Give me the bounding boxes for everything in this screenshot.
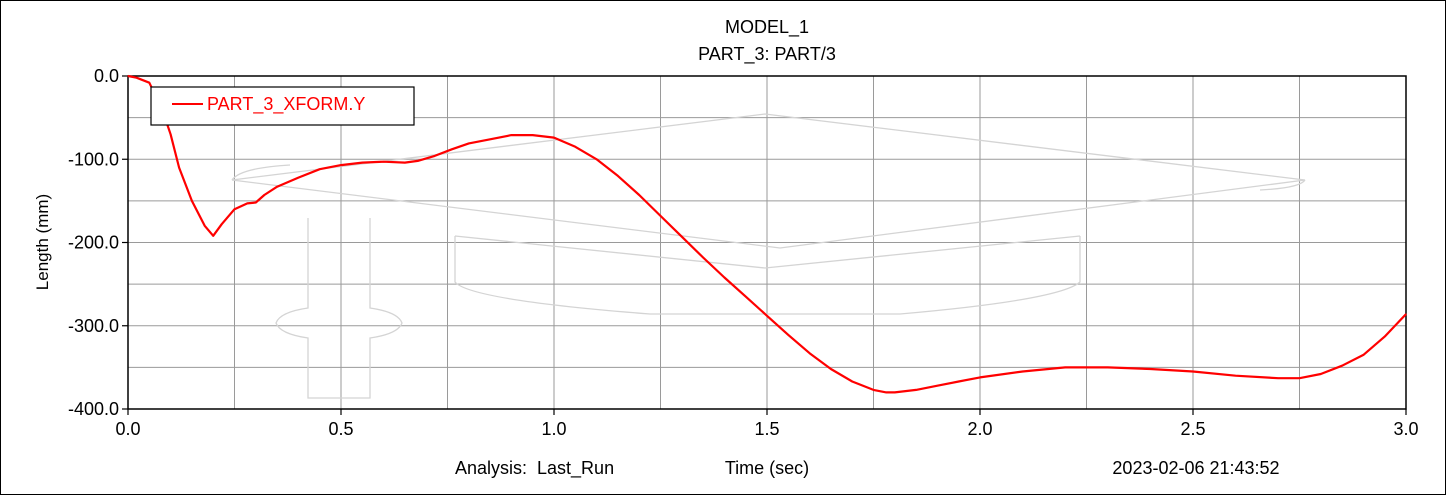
data-point	[638, 194, 640, 196]
data-point	[451, 148, 453, 150]
data-point	[276, 186, 278, 188]
data-point	[681, 236, 683, 238]
chart-title: MODEL_1	[725, 17, 809, 38]
data-point	[1320, 373, 1322, 375]
data-point	[532, 134, 534, 136]
data-point	[1149, 368, 1151, 370]
data-point	[127, 75, 129, 77]
x-tick-label: 2.0	[967, 419, 992, 439]
data-point	[1384, 335, 1386, 338]
data-point	[851, 380, 853, 383]
data-point	[255, 201, 257, 204]
x-tick-label: 2.5	[1180, 419, 1205, 439]
data-point	[178, 166, 180, 169]
data-point	[723, 276, 726, 279]
data-point	[1192, 370, 1194, 373]
data-point	[1064, 366, 1066, 368]
data-point	[915, 389, 917, 391]
data-point	[1405, 313, 1407, 315]
data-point	[361, 161, 363, 164]
data-point	[553, 137, 555, 139]
data-point	[702, 256, 704, 259]
data-point	[170, 133, 172, 135]
data-point	[510, 134, 512, 136]
data-point	[468, 142, 470, 145]
data-point	[221, 223, 223, 225]
part-watermark	[231, 113, 1306, 399]
data-point	[830, 368, 832, 370]
data-point	[191, 200, 193, 202]
data-point	[894, 391, 896, 393]
x-tick-label: 0.0	[115, 419, 140, 439]
y-tick-label: -300.0	[68, 316, 119, 336]
data-point	[1022, 370, 1024, 373]
data-point	[596, 158, 598, 160]
data-point	[383, 161, 385, 163]
data-point	[340, 164, 342, 166]
data-point	[489, 138, 491, 140]
data-point	[936, 385, 939, 387]
data-point	[135, 77, 138, 79]
axes: 0.0 0.5 1.0 1.5 2.0 2.5 3.0 0.0 -100.0 -200.0 -300…	[68, 66, 1419, 439]
y-tick-label: 0.0	[94, 66, 119, 86]
data-point	[148, 82, 150, 84]
analysis-label: Analysis: Last_Run	[455, 458, 614, 479]
data-point	[745, 296, 747, 298]
data-point	[404, 161, 406, 164]
y-tick-label: -400.0	[68, 399, 119, 419]
data-point	[872, 389, 875, 391]
data-point	[766, 315, 768, 317]
data-point	[434, 155, 436, 157]
data-point	[263, 194, 265, 196]
series-layer	[127, 74, 1407, 394]
data-point	[1298, 377, 1301, 379]
data-point	[246, 202, 248, 204]
watermark-disk-bottom	[454, 235, 1081, 315]
legend: PART_3_XFORM.Y	[150, 86, 415, 126]
data-point	[417, 160, 419, 162]
data-point	[1341, 365, 1343, 367]
watermark-shaft	[275, 218, 403, 399]
data-point	[574, 146, 576, 148]
x-tick-label: 3.0	[1393, 419, 1418, 439]
data-point	[809, 352, 811, 354]
data-point	[297, 176, 299, 179]
data-point	[319, 168, 321, 170]
data-point	[1277, 377, 1279, 379]
x-axis-label: Time (sec)	[725, 458, 809, 478]
data-point	[212, 235, 214, 237]
data-point	[659, 215, 662, 217]
data-point	[233, 208, 236, 210]
x-tick-label: 0.5	[328, 419, 353, 439]
legend-series-name: PART_3_XFORM.Y	[207, 94, 365, 115]
y-axis-label: Length (mm)	[33, 194, 52, 290]
y-tick-label: -100.0	[68, 149, 119, 169]
data-point	[204, 225, 206, 227]
data-point	[1107, 366, 1109, 368]
watermark-disk-top	[231, 113, 1306, 249]
y-tick-label: -200.0	[68, 233, 119, 253]
x-tick-label: 1.5	[754, 419, 779, 439]
data-point	[617, 175, 619, 177]
data-point	[979, 376, 981, 378]
timestamp-label: 2023-02-06 21:43:52	[1112, 458, 1279, 478]
chart-subtitle: PART_3: PART/3	[698, 44, 836, 65]
data-point	[885, 391, 887, 393]
data-point	[787, 334, 789, 336]
data-point	[958, 380, 960, 383]
data-point	[1362, 354, 1364, 356]
data-point	[1235, 375, 1237, 377]
x-tick-label: 1.0	[541, 419, 566, 439]
legend-box	[150, 86, 415, 126]
